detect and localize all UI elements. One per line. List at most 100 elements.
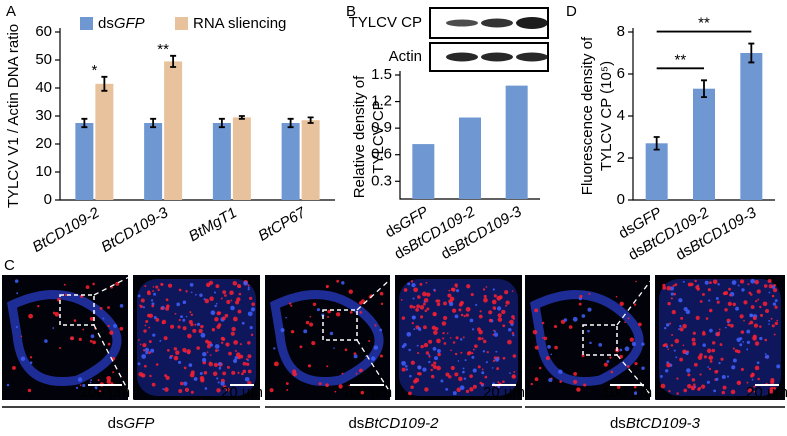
signal-dot — [285, 382, 289, 385]
signal-dot — [513, 376, 516, 378]
signal-dot — [634, 361, 638, 366]
signal-dot — [676, 392, 679, 395]
signal-dot — [29, 361, 33, 364]
signal-dot — [445, 387, 449, 391]
signal-dot — [173, 355, 179, 361]
signal-dot — [751, 372, 754, 375]
signal-dot — [199, 293, 203, 297]
signal-dot — [739, 314, 744, 319]
signal-dot — [420, 315, 424, 319]
signal-dot — [141, 354, 147, 359]
signal-dot — [70, 336, 75, 341]
bar — [301, 120, 320, 200]
signal-dot — [455, 285, 458, 288]
zoom-connector — [616, 354, 656, 401]
signal-dot — [177, 360, 182, 364]
signal-dot — [380, 302, 384, 306]
signal-dot — [152, 333, 156, 337]
signal-dot — [285, 316, 287, 319]
signal-dot — [550, 353, 553, 356]
y-tick-label: 6 — [617, 65, 625, 82]
signal-dot — [770, 317, 773, 320]
y-tick-label: 50 — [35, 51, 52, 68]
signal-dot — [188, 363, 193, 367]
signal-dot — [458, 308, 462, 312]
signal-dot — [425, 281, 428, 284]
signal-dot — [216, 388, 221, 393]
signal-dot — [433, 330, 438, 335]
signal-dot — [534, 377, 539, 382]
signal-dot — [615, 295, 618, 298]
signal-dot — [159, 339, 162, 342]
signal-dot — [209, 343, 213, 347]
signal-dot — [436, 338, 441, 344]
signal-dot — [466, 284, 471, 289]
signal-dot — [230, 305, 235, 311]
signal-dot — [238, 292, 242, 296]
signal-dot — [496, 367, 500, 371]
signal-dot — [6, 383, 10, 387]
signal-dot — [229, 290, 234, 296]
signal-dot — [674, 338, 680, 344]
signal-dot — [344, 348, 348, 352]
signal-dot — [511, 290, 514, 292]
signal-dot — [165, 375, 170, 381]
signal-dot — [670, 297, 673, 300]
signal-dot — [534, 308, 539, 313]
signal-dot — [497, 381, 500, 384]
legend-label: RNA sliencing — [193, 15, 286, 32]
signal-dot — [470, 293, 474, 297]
signal-dot — [743, 300, 748, 305]
signal-dot — [741, 288, 745, 292]
signal-dot — [497, 317, 503, 322]
signal-dot — [432, 365, 437, 369]
significance: ** — [157, 41, 169, 58]
signal-dot — [732, 358, 737, 363]
signal-dot — [633, 385, 637, 389]
signal-dot — [768, 323, 770, 325]
signal-dot — [237, 309, 242, 314]
signal-dot — [37, 305, 40, 308]
signal-dot — [435, 299, 439, 303]
signal-dot — [245, 358, 248, 361]
signal-dot — [224, 313, 229, 318]
signal-dot — [442, 315, 448, 321]
signal-dot — [626, 365, 630, 368]
signal-dot — [107, 306, 110, 309]
signal-dot — [460, 351, 463, 354]
y-axis-label: Fluorescence density of — [579, 36, 596, 195]
signal-dot — [715, 332, 721, 337]
signal-dot — [225, 342, 230, 347]
signal-dot — [175, 350, 180, 355]
signal-dot — [664, 369, 669, 373]
signal-dot — [746, 348, 749, 351]
signal-dot — [712, 279, 718, 285]
signal-dot — [707, 288, 711, 292]
signal-dot — [78, 337, 82, 341]
signal-dot — [247, 288, 250, 291]
signal-dot — [496, 306, 502, 311]
signal-dot — [221, 316, 226, 321]
signal-dot — [237, 371, 240, 375]
signal-dot — [244, 376, 250, 382]
y-tick-label: 2 — [617, 149, 625, 166]
signal-dot — [671, 334, 674, 337]
signal-dot — [682, 323, 687, 329]
y-tick-label: 4 — [617, 107, 625, 124]
signal-dot — [234, 356, 238, 360]
signal-dot — [448, 289, 451, 292]
signal-dot — [231, 370, 236, 375]
signal-dot — [442, 331, 445, 335]
signal-dot — [423, 300, 426, 303]
signal-dot — [667, 348, 670, 351]
signal-dot — [408, 348, 411, 352]
signal-dot — [589, 341, 592, 345]
signal-dot — [505, 304, 508, 307]
signal-dot — [720, 357, 724, 361]
signal-dot — [477, 336, 482, 341]
signal-dot — [170, 324, 175, 329]
signal-dot — [206, 282, 211, 288]
signal-dot — [312, 302, 317, 307]
signal-dot — [374, 324, 377, 327]
signal-dot — [455, 336, 459, 340]
